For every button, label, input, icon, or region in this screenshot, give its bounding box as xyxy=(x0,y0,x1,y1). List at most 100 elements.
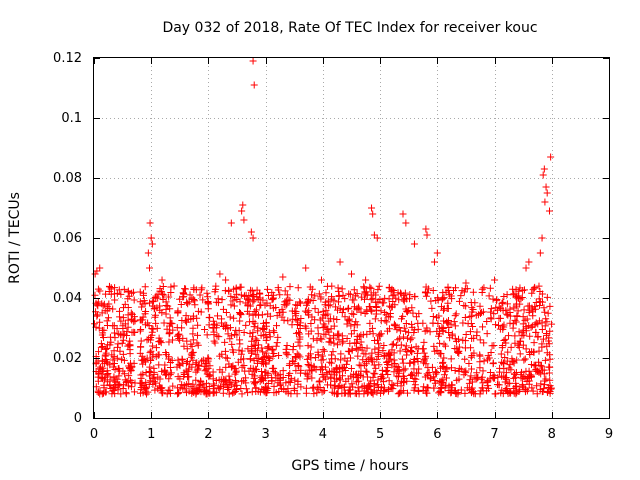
roti-band-point xyxy=(319,307,327,315)
roti-band-point xyxy=(339,306,347,314)
axis-tick-labels: 0 1 2 3 4 5 6 7 8 9 0 0.02 0.04 0.06 0.08 0.1 0.12 xyxy=(53,51,613,442)
roti-band-point xyxy=(506,389,514,397)
roti-band-point xyxy=(278,385,286,393)
roti-band-point xyxy=(395,373,403,381)
roti-band-point xyxy=(525,308,533,316)
roti-band-point xyxy=(455,375,463,383)
roti-band-point xyxy=(513,300,521,308)
roti-data-point xyxy=(124,288,132,296)
roti-band-point xyxy=(276,376,284,384)
roti-band-point xyxy=(125,372,133,380)
roti-band-point xyxy=(346,354,354,362)
roti-band-point xyxy=(203,331,211,339)
roti-band-point xyxy=(427,297,435,305)
roti-band-point xyxy=(369,294,377,302)
roti-band-point xyxy=(329,348,337,356)
roti-band-point xyxy=(387,384,395,392)
roti-band-point xyxy=(498,386,506,394)
roti-band-point xyxy=(96,318,104,326)
roti-data-point xyxy=(369,210,377,218)
roti-data-point xyxy=(536,249,544,257)
roti-band-point xyxy=(94,285,102,293)
roti-band-point xyxy=(261,353,269,361)
roti-band-point xyxy=(228,340,236,348)
roti-band-point xyxy=(130,388,138,396)
roti-band-point xyxy=(463,285,471,293)
roti-band-point xyxy=(344,347,352,355)
roti-band-point xyxy=(515,328,523,336)
roti-band-point xyxy=(380,387,388,395)
roti-band-point xyxy=(123,328,131,336)
roti-band-point xyxy=(369,390,377,398)
roti-band-point xyxy=(330,371,338,379)
roti-band-point xyxy=(479,387,487,395)
roti-band-point xyxy=(519,287,527,295)
roti-band-point xyxy=(447,355,455,363)
roti-band-point xyxy=(520,331,528,339)
roti-band-point xyxy=(320,387,328,395)
roti-data-point xyxy=(182,285,190,293)
roti-band-point xyxy=(221,338,229,346)
roti-band-point xyxy=(251,308,259,316)
roti-band-point xyxy=(104,341,112,349)
roti-band-point xyxy=(476,351,484,359)
roti-band-point xyxy=(303,355,311,363)
roti-band-point xyxy=(237,311,245,319)
roti-band-point xyxy=(485,292,493,300)
roti-band-point xyxy=(372,298,380,306)
roti-data-point xyxy=(402,219,410,227)
roti-band-point xyxy=(248,346,256,354)
roti-band-point xyxy=(180,381,188,389)
roti-band-point xyxy=(436,388,444,396)
roti-band-point xyxy=(143,354,151,362)
chart-title: Day 032 of 2018, Rate Of TEC Index for r… xyxy=(162,20,537,36)
roti-band-point xyxy=(353,340,361,348)
roti-data-point xyxy=(423,231,431,239)
roti-band-point xyxy=(116,313,124,321)
roti-band-point xyxy=(165,293,173,301)
roti-band-point xyxy=(119,331,127,339)
roti-band-point xyxy=(389,385,397,393)
roti-band-point xyxy=(467,372,475,380)
roti-band-point xyxy=(191,301,199,309)
roti-band-point xyxy=(459,319,467,327)
roti-band-point xyxy=(413,369,421,377)
roti-band-point xyxy=(307,361,315,369)
roti-band-point xyxy=(319,356,327,364)
roti-band-point xyxy=(395,389,403,397)
roti-band-point xyxy=(420,359,428,367)
roti-band-point xyxy=(179,289,187,297)
roti-band-point xyxy=(136,349,144,357)
roti-band-point xyxy=(377,307,385,315)
roti-band-point xyxy=(520,286,528,294)
roti-band-point xyxy=(360,284,368,292)
roti-band-point xyxy=(150,364,158,372)
roti-band-point xyxy=(305,352,313,360)
roti-band-point xyxy=(302,324,310,332)
roti-band-point xyxy=(139,360,147,368)
roti-band-point xyxy=(389,292,397,300)
roti-band-point xyxy=(286,369,294,377)
roti-band-point xyxy=(310,383,318,391)
roti-band-point xyxy=(127,367,135,375)
roti-band-point xyxy=(516,337,524,345)
roti-band-point xyxy=(113,354,121,362)
roti-band-point xyxy=(110,377,118,385)
roti-band-point xyxy=(203,379,211,387)
roti-band-point xyxy=(543,331,551,339)
roti-band-point xyxy=(535,358,543,366)
roti-band-point xyxy=(411,293,419,301)
roti-band-point xyxy=(400,297,408,305)
roti-band-point xyxy=(149,342,157,350)
roti-band-point xyxy=(320,347,328,355)
roti-band-point xyxy=(397,290,405,298)
roti-band-point xyxy=(228,363,236,371)
roti-band-point xyxy=(163,390,171,398)
roti-band-point xyxy=(354,384,362,392)
roti-band-point xyxy=(282,301,290,309)
roti-band-point xyxy=(187,350,195,358)
roti-band-point xyxy=(507,366,515,374)
roti-band-point xyxy=(547,384,555,392)
roti-band-point xyxy=(264,379,272,387)
roti-band-point xyxy=(137,343,145,351)
